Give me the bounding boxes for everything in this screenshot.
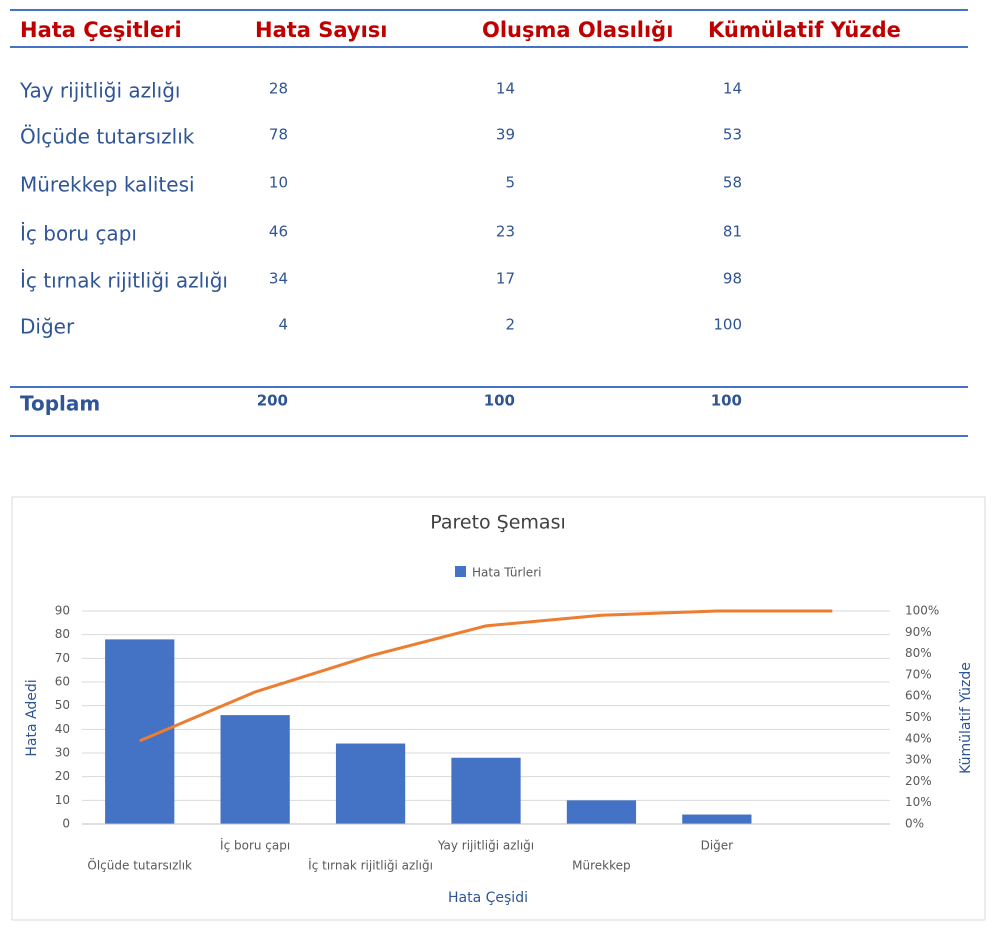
- y-tick-label: 20: [55, 769, 70, 783]
- y-tick-label: 0: [62, 817, 70, 831]
- row-label: İç boru çapı: [20, 222, 137, 246]
- y-tick-label: 40: [55, 722, 70, 736]
- x-tick-label: Yay rijitliği azlığı: [437, 839, 534, 853]
- row-label: İç tırnak rijitliği azlığı: [20, 269, 228, 293]
- cell: 46: [269, 223, 288, 241]
- y-axis-title: Hata Adedi: [24, 679, 40, 756]
- cell: 10: [269, 174, 288, 192]
- y-tick-label: 70: [55, 651, 70, 665]
- y2-tick-label: 70%: [905, 667, 932, 681]
- y2-tick-label: 40%: [905, 731, 932, 745]
- y-tick-label: 50: [55, 698, 70, 712]
- row-label: Yay rijitliği azlığı: [19, 79, 181, 103]
- x-tick-label: Diğer: [701, 839, 734, 853]
- total-label: Toplam: [20, 392, 100, 416]
- legend-label: Hata Türleri: [472, 566, 541, 580]
- y-tick-label: 60: [55, 675, 70, 689]
- total-cell: 200: [257, 392, 288, 410]
- y2-tick-label: 80%: [905, 646, 932, 660]
- y2-tick-label: 20%: [905, 774, 932, 788]
- header-cell: Hata Sayısı: [255, 18, 388, 42]
- total-cell: 100: [711, 392, 742, 410]
- y2-tick-label: 50%: [905, 710, 932, 724]
- x-tick-label: İç boru çapı: [220, 838, 290, 853]
- y2-tick-label: 90%: [905, 625, 932, 639]
- cell: 5: [505, 174, 515, 192]
- cell: 2: [505, 316, 515, 334]
- line: [139, 609, 833, 743]
- bar: [682, 814, 752, 824]
- total-cell: 100: [484, 392, 515, 410]
- cell: 28: [269, 80, 288, 98]
- cell: 98: [723, 270, 742, 288]
- y2-tick-label: 60%: [905, 689, 932, 703]
- cell: 23: [496, 223, 515, 241]
- cell: 14: [496, 80, 515, 98]
- y2-axis-title: Kümülatif Yüzde: [958, 662, 974, 774]
- cell: 34: [269, 270, 288, 288]
- x-tick-label: Ölçüde tutarsızlık: [87, 857, 192, 873]
- x-axis-title: Hata Çeşidi: [448, 890, 528, 906]
- cell: 78: [269, 126, 288, 144]
- cell: 81: [723, 223, 742, 241]
- chart-title: Pareto Şeması: [430, 512, 566, 534]
- cell: 17: [496, 270, 515, 288]
- y2-tick-label: 10%: [905, 795, 932, 809]
- cell: 58: [723, 174, 742, 192]
- header-cell: Kümülatif Yüzde: [708, 18, 901, 42]
- cell: 4: [278, 316, 288, 334]
- cell: 14: [723, 80, 742, 98]
- row-label: Diğer: [20, 315, 75, 339]
- y2-tick-label: 0%: [905, 817, 924, 831]
- y-tick-label: 90: [55, 604, 70, 618]
- header-cell: Oluşma Olasılığı: [482, 18, 673, 42]
- row-label: Ölçüde tutarsızlık: [20, 125, 195, 149]
- y2-tick-label: 30%: [905, 753, 932, 767]
- bar: [220, 715, 290, 824]
- x-tick-label: Mürekkep: [572, 859, 630, 873]
- y-tick-label: 10: [55, 793, 70, 807]
- x-tick-label: İç tırnak rijitliği azlığı: [308, 858, 433, 873]
- legend-swatch: [455, 566, 466, 577]
- y-tick-label: 80: [55, 627, 70, 641]
- y2-tick-label: 100%: [905, 604, 939, 618]
- cell: 100: [713, 316, 742, 334]
- header-cell: Hata Çeşitleri: [20, 18, 182, 42]
- bar: [335, 743, 406, 824]
- row-label: Mürekkep kalitesi: [20, 173, 195, 197]
- bar: [451, 757, 521, 824]
- cell: 39: [496, 126, 515, 144]
- bar: [566, 800, 637, 824]
- cell: 53: [723, 126, 742, 144]
- y-tick-label: 30: [55, 746, 70, 760]
